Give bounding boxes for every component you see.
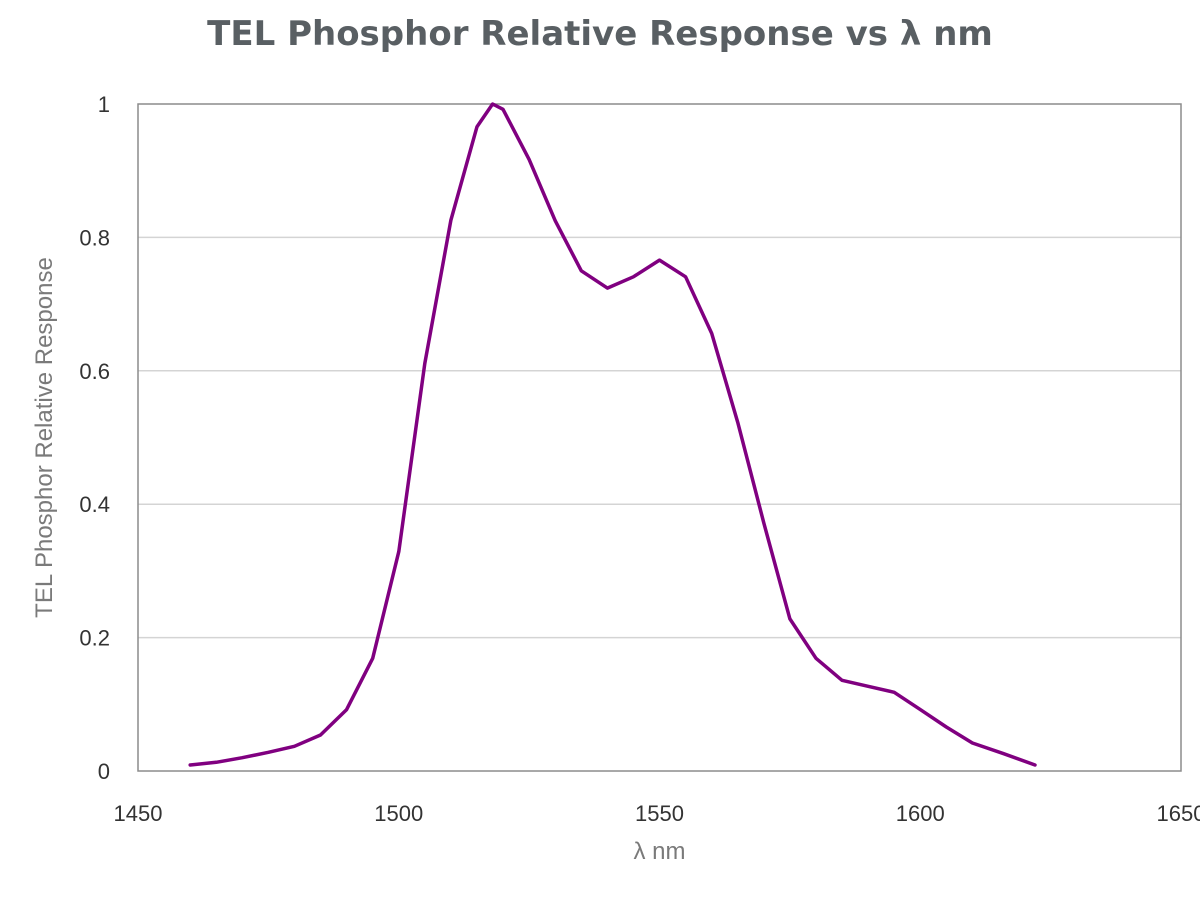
- y-axis-label: TEL Phosphor Relative Response: [31, 257, 58, 618]
- x-tick-label: 1550: [635, 801, 684, 826]
- series-line: [188, 102, 1037, 767]
- plot-area-frame: [137, 103, 1182, 772]
- y-tick-label: 0.2: [79, 626, 110, 651]
- x-tick-label: 1650: [1157, 801, 1200, 826]
- y-tick-label: 0.4: [79, 492, 110, 517]
- y-tick-label: 0.6: [79, 359, 110, 384]
- x-axis-label: λ nm: [633, 838, 685, 865]
- y-axis-ticks: 0 0.2 0.4 0.6 0.8 1: [79, 92, 110, 784]
- x-tick-label: 1450: [114, 801, 163, 826]
- x-tick-label: 1600: [896, 801, 945, 826]
- x-tick-label: 1500: [374, 801, 423, 826]
- y-tick-label: 1: [98, 92, 110, 117]
- y-tick-label: 0: [98, 759, 110, 784]
- chart-title: TEL Phosphor Relative Response vs λ nm: [207, 14, 993, 54]
- gridlines: [138, 236, 1181, 639]
- x-axis-ticks: 1450 1500 1550 1600 1650: [114, 801, 1200, 826]
- y-tick-label: 0.8: [79, 225, 110, 250]
